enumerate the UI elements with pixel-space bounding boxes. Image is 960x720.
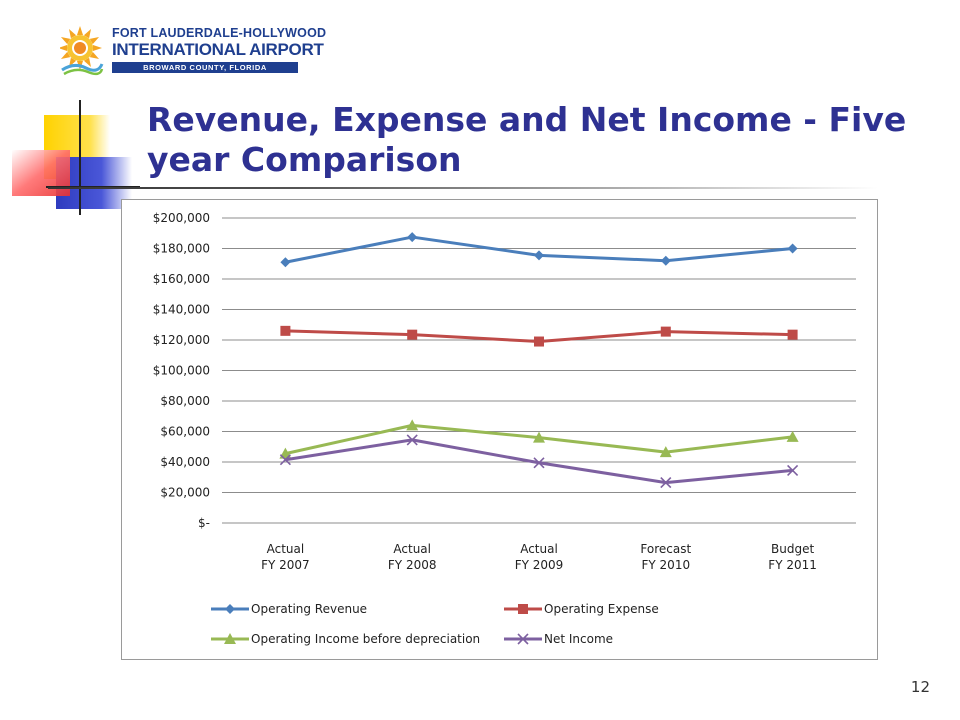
line-chart: $- $20,000 $40,000 $60,000 $80,000 $100,000 $1… [153, 211, 856, 646]
data-point [787, 243, 798, 254]
page-number: 12 [910, 678, 930, 696]
data-point [406, 419, 419, 431]
logo-line-3: BROWARD COUNTY, FLORIDA [112, 62, 298, 73]
series-1 [280, 232, 798, 268]
y-tick-label: $40,000 [160, 455, 210, 469]
series-2 [280, 325, 798, 347]
data-point [534, 250, 544, 261]
data-point [533, 457, 545, 469]
data-point [406, 434, 418, 446]
x-tick-label: Budget FY 2011 [768, 542, 817, 572]
chart-legend: Operating Revenue Operating Expense Operat… [211, 602, 659, 646]
data-point [534, 336, 544, 347]
series-4 [279, 434, 799, 489]
data-point [659, 446, 672, 458]
x-tick-label: Actual FY 2009 [515, 542, 564, 572]
x-tick-label: Actual FY 2007 [261, 542, 310, 572]
series-lines [279, 232, 799, 489]
y-tick-label: $160,000 [153, 272, 210, 286]
slide-title: Revenue, Expense and Net Income - Five y… [147, 100, 907, 179]
airport-logo: FORT LAUDERDALE-HOLLYWOOD INTERNATIONAL … [60, 24, 327, 76]
logo-wordmark: FORT LAUDERDALE-HOLLYWOOD INTERNATIONAL … [112, 26, 327, 73]
data-point [280, 325, 291, 336]
legend-label: Operating Revenue [251, 602, 367, 616]
legend-item: Operating Income before depreciation [211, 632, 480, 646]
data-point [533, 431, 545, 443]
legend-item: Net Income [504, 632, 613, 646]
legend-marker [224, 633, 236, 644]
x-tick-label: Forecast FY 2010 [640, 542, 691, 572]
y-tick-label: $- [198, 516, 210, 530]
y-axis-ticks: $- $20,000 $40,000 $60,000 $80,000 $100,000 $1… [153, 211, 210, 530]
series-3 [279, 419, 799, 459]
data-point [787, 464, 799, 476]
data-point [660, 255, 671, 266]
data-point [787, 329, 798, 340]
y-tick-label: $180,000 [153, 242, 210, 256]
legend-marker [517, 633, 529, 645]
sun-logo-icon [60, 26, 104, 76]
y-tick-label: $140,000 [153, 303, 210, 317]
legend-item: Operating Expense [504, 602, 659, 616]
data-point [407, 232, 418, 243]
data-point [279, 454, 291, 466]
y-tick-label: $100,000 [153, 364, 210, 378]
data-point [786, 430, 799, 442]
y-tick-label: $120,000 [153, 333, 210, 347]
logo-line-2: INTERNATIONAL AIRPORT [112, 40, 324, 59]
gridlines [222, 217, 856, 524]
legend-marker [225, 604, 235, 614]
y-tick-label: $80,000 [160, 394, 210, 408]
y-tick-label: $200,000 [153, 211, 210, 225]
legend-label: Operating Income before depreciation [251, 632, 480, 646]
legend-label: Net Income [544, 632, 613, 646]
chart-frame [121, 199, 878, 660]
data-point [407, 329, 418, 340]
legend-label: Operating Expense [544, 602, 659, 616]
data-point [660, 477, 672, 489]
title-divider [48, 187, 878, 189]
legend-item: Operating Revenue [211, 602, 367, 616]
x-axis-ticks: Actual FY 2007 Actual FY 2008 Actual FY 2009 F… [261, 542, 817, 572]
decorative-squares [12, 100, 140, 215]
logo-line-1: FORT LAUDERDALE-HOLLYWOOD [112, 26, 327, 40]
data-point [660, 326, 671, 337]
x-tick-label: Actual FY 2008 [388, 542, 437, 572]
y-tick-label: $60,000 [160, 425, 210, 439]
legend-marker [518, 604, 528, 614]
y-tick-label: $20,000 [160, 486, 210, 500]
data-point [280, 257, 291, 268]
